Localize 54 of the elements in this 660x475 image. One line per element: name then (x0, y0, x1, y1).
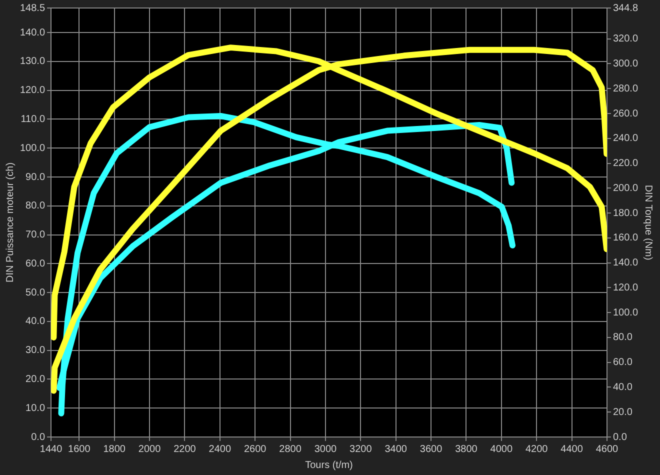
x-tick-label: 2200 (174, 444, 196, 455)
y2-tick-label: 344.8 (612, 2, 638, 14)
y-tick-label: 130.0 (20, 56, 46, 68)
y2-tick-label: 100.0 (612, 307, 638, 318)
y-axis-title: DIN Puissance moteur (ch) (4, 162, 16, 283)
y-tick-label: 110.0 (20, 114, 46, 125)
y-tick-label: 30.0 (26, 345, 46, 356)
x-tick-label: 1440 (40, 444, 63, 455)
y2-tick-label: 140.0 (612, 258, 638, 269)
y2-tick-label: 200.0 (612, 182, 638, 194)
y-tick-label: 60.0 (26, 258, 46, 270)
y-tick-label: 10.0 (26, 402, 46, 414)
y2-tick-label: 0.0 (612, 432, 628, 443)
y-tick-label: 0.0 (31, 432, 46, 443)
x-tick-label: 4400 (560, 444, 584, 455)
x-tick-label: 2000 (138, 444, 162, 455)
x-tick-label: 1600 (68, 444, 91, 455)
y-tick-label: 80.0 (26, 200, 46, 212)
x-tick-label: 3400 (384, 444, 408, 455)
x-tick-label: 4200 (525, 444, 548, 455)
y-tick-label: 148.5 (20, 2, 46, 14)
y2-axis-title: DIN Torque (Nm) (642, 184, 654, 260)
y2-tick-label: 80.0 (612, 332, 633, 344)
y2-tick-label: 180.0 (612, 208, 638, 219)
y2-tick-label: 240.0 (612, 133, 638, 144)
x-tick-label: 3600 (420, 444, 443, 455)
y2-tick-label: 20.0 (612, 406, 633, 418)
y-tick-label: 90.0 (26, 172, 46, 183)
x-tick-label: 4600 (596, 444, 619, 455)
x-tick-label: 3800 (455, 444, 478, 455)
x-tick-label: 2400 (208, 444, 232, 455)
x-axis-title: Tours (t/m) (305, 460, 353, 471)
x-tick-label: 3000 (314, 444, 338, 455)
y-tick-label: 140.0 (20, 27, 46, 38)
y-tick-label: 50.0 (26, 287, 46, 298)
y-tick-label: 100.0 (20, 142, 46, 154)
y-tick-label: 20.0 (26, 374, 46, 385)
y2-tick-label: 120.0 (612, 282, 638, 294)
y-tick-label: 70.0 (26, 230, 46, 241)
y2-tick-label: 260.0 (612, 108, 638, 120)
y2-tick-label: 300.0 (612, 58, 638, 70)
y2-tick-label: 220.0 (612, 158, 638, 170)
y2-tick-label: 320.0 (612, 34, 638, 45)
y-tick-label: 40.0 (26, 316, 46, 328)
x-tick-label: 1800 (103, 444, 126, 455)
x-tick-label: 2800 (279, 444, 302, 455)
y2-tick-label: 160.0 (612, 232, 638, 244)
y2-tick-label: 280.0 (612, 83, 638, 94)
y2-tick-label: 60.0 (612, 357, 633, 368)
x-tick-label: 3200 (350, 444, 372, 455)
x-tick-label: 2600 (244, 444, 267, 455)
y2-tick-label: 40.0 (612, 382, 633, 393)
y-tick-label: 120.0 (20, 85, 46, 96)
x-tick-label: 4000 (490, 444, 513, 455)
